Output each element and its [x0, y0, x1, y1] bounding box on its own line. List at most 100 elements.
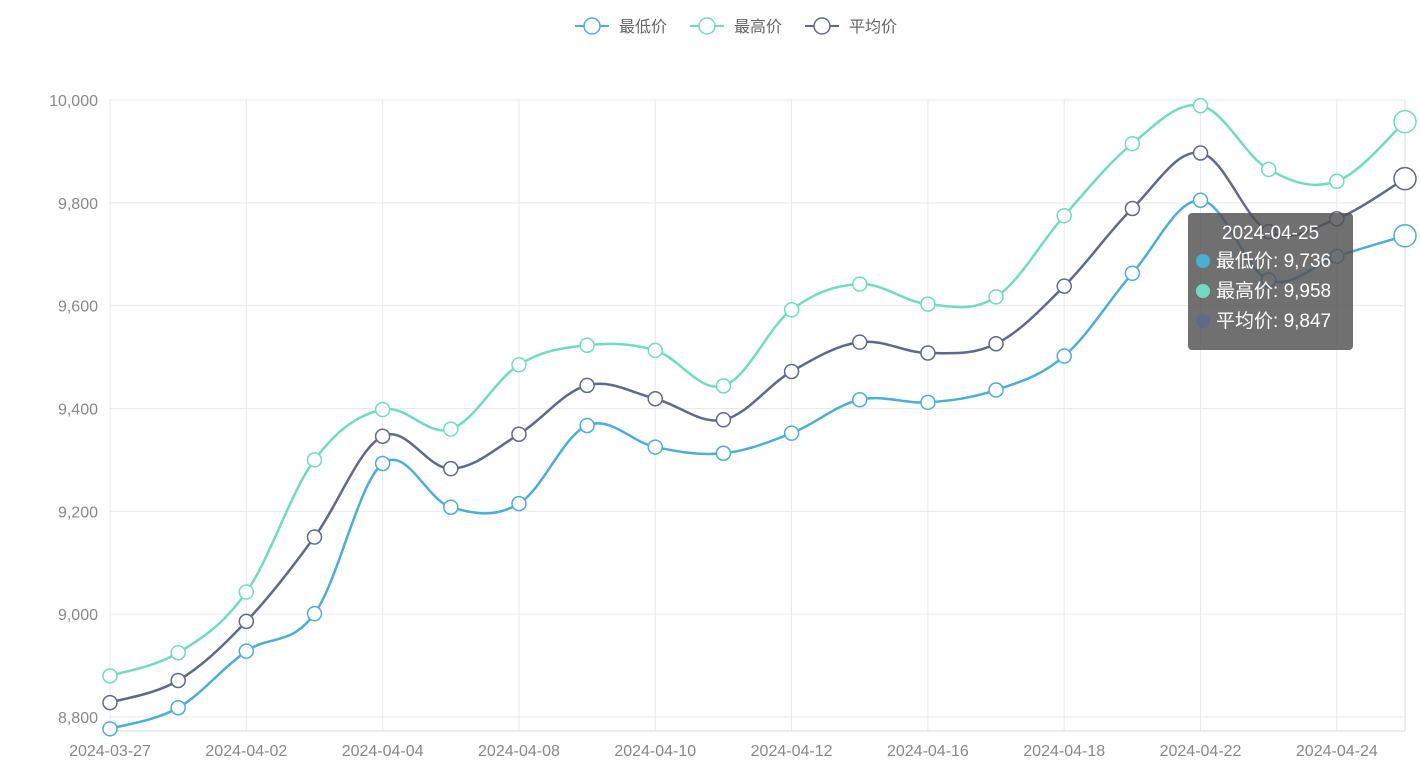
tooltip-value: 9,958: [1283, 281, 1332, 302]
axes: 8,800 9,000 9,200 9,400 9,600 9,800 10,000 2024…: [49, 93, 1406, 760]
data-point: [1329, 173, 1345, 189]
data-point: [102, 668, 118, 684]
y-tick-label: 9,800: [58, 196, 98, 213]
data-point: [374, 428, 391, 445]
data-point: [1124, 200, 1141, 217]
data-point: [102, 721, 118, 737]
data-point: [647, 342, 664, 359]
legend-marker-icon: [698, 17, 716, 35]
data-point: [647, 390, 664, 407]
data-point: [988, 289, 1004, 305]
tooltip-row-low: 最低价: 9,736: [1188, 247, 1353, 277]
data-point: [715, 445, 732, 461]
data-point: [306, 605, 323, 622]
series-dot-icon: [1196, 284, 1210, 298]
data-point: [920, 296, 936, 312]
x-tick-label: 2024-04-04: [342, 743, 424, 760]
data-point: [851, 276, 868, 292]
legend-label: 最高价: [734, 18, 782, 36]
data-point: [170, 672, 186, 689]
data-point: [238, 643, 255, 659]
data-point: [1192, 192, 1209, 209]
data-point: [1124, 265, 1141, 282]
tooltip-value: 9,736: [1283, 251, 1332, 272]
x-tick-label: 2024-04-12: [751, 743, 833, 760]
data-point: [443, 460, 459, 477]
series-lines: [102, 97, 1417, 737]
tooltip-label: 最高价: [1216, 281, 1274, 302]
data-point: [715, 378, 732, 394]
data-point: [647, 439, 664, 455]
legend: 最低价 最高价 平均价: [575, 17, 897, 36]
data-point: [511, 357, 527, 373]
data-point: [783, 425, 800, 441]
x-tick-label: 2024-04-16: [887, 743, 969, 760]
x-tick-label: 2024-04-18: [1023, 743, 1105, 760]
data-point: [1056, 348, 1072, 364]
data-point: [170, 644, 186, 661]
data-point: [851, 334, 868, 350]
data-point: [306, 529, 323, 545]
y-tick-label: 9,000: [58, 607, 98, 624]
data-point: [1192, 97, 1209, 114]
data-point: [374, 401, 391, 418]
data-tooltip: 2024-04-25 最低价: 9,736 最高价: 9,958 平均价: 9,…: [1188, 213, 1353, 350]
tooltip-label: 最低价: [1216, 251, 1274, 272]
x-tick-label: 2024-04-02: [205, 743, 287, 760]
data-point: [1260, 161, 1277, 178]
data-point: [715, 412, 732, 428]
data-point: [102, 694, 118, 711]
x-tick-label: 2024-03-27: [69, 743, 151, 760]
tooltip-label: 平均价: [1216, 311, 1274, 332]
legend-marker-icon: [813, 17, 831, 35]
tooltip-row-high: 最高价: 9,958: [1188, 277, 1353, 307]
tooltip-value: 9,847: [1283, 311, 1332, 332]
data-point: [579, 377, 595, 394]
data-point: [1393, 223, 1417, 248]
series-dot-icon: [1196, 254, 1210, 268]
data-point: [1393, 109, 1417, 134]
data-point: [579, 417, 595, 434]
data-point: [783, 363, 800, 380]
data-point: [238, 584, 255, 600]
data-point: [443, 421, 459, 437]
data-point: [1056, 207, 1072, 224]
x-tick-label: 2024-04-22: [1160, 743, 1242, 760]
legend-label: 平均价: [849, 18, 897, 36]
data-point: [1056, 278, 1072, 294]
data-point: [443, 499, 459, 515]
tooltip-title: 2024-04-25: [1221, 223, 1320, 244]
y-tick-label: 9,400: [58, 402, 98, 419]
data-point: [306, 452, 323, 468]
y-tick-label: 9,600: [58, 299, 98, 316]
data-point: [511, 495, 527, 512]
data-point: [1393, 166, 1417, 191]
grid-lines: [109, 99, 1405, 731]
x-tick-label: 2024-04-24: [1296, 743, 1378, 760]
y-tick-label: 9,200: [58, 504, 98, 521]
data-point: [1124, 135, 1141, 152]
data-point: [374, 455, 391, 472]
data-point: [579, 337, 595, 354]
legend-label: 最低价: [619, 18, 667, 36]
x-tick-label: 2024-04-10: [614, 743, 696, 760]
series-line: [109, 103, 1406, 678]
data-point: [1192, 145, 1209, 161]
y-tick-label: 10,000: [49, 93, 98, 110]
x-tick-label: 2024-04-08: [478, 743, 560, 760]
data-point: [920, 345, 936, 361]
y-tick-label: 8,800: [58, 710, 98, 727]
data-point: [783, 302, 800, 318]
data-point: [988, 335, 1004, 352]
data-point: [238, 613, 255, 630]
legend-marker-icon: [583, 17, 601, 35]
data-point: [988, 382, 1004, 398]
data-point: [851, 392, 868, 408]
data-point: [511, 426, 527, 442]
data-point: [170, 699, 186, 716]
data-point: [920, 394, 936, 411]
tooltip-row-avg: 平均价: 9,847: [1188, 307, 1353, 337]
series-dot-icon: [1196, 314, 1210, 328]
